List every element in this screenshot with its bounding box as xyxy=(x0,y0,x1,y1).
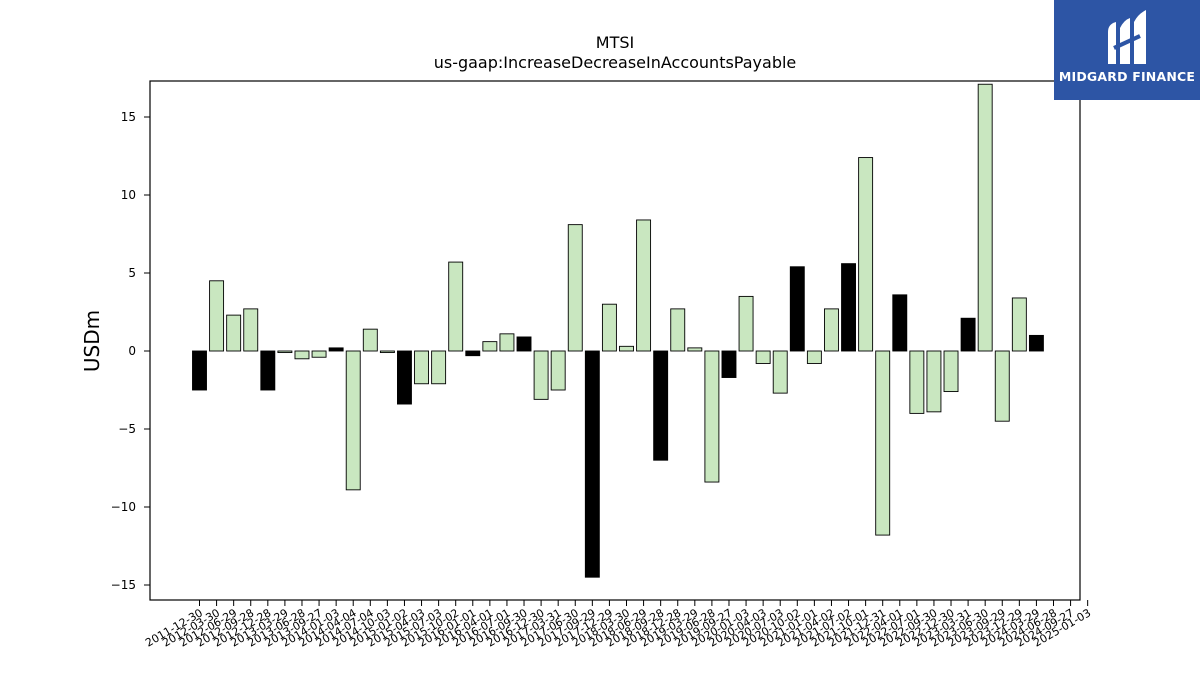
bar xyxy=(431,350,447,385)
bar xyxy=(960,317,976,352)
bar xyxy=(926,350,942,413)
y-tick-label: 0 xyxy=(128,344,136,358)
bar xyxy=(1028,334,1044,352)
bar xyxy=(994,350,1010,422)
chart-subtitle: us-gaap:IncreaseDecreaseInAccountsPayabl… xyxy=(434,53,797,72)
bar xyxy=(1011,297,1027,352)
bar xyxy=(601,303,617,352)
bar xyxy=(653,350,669,461)
midgard-logo-icon xyxy=(1108,10,1146,64)
bar xyxy=(311,350,327,358)
bar xyxy=(841,263,856,352)
y-tick-label: −15 xyxy=(111,578,136,592)
bar xyxy=(550,350,566,391)
bar xyxy=(738,295,754,352)
bar xyxy=(209,280,225,352)
y-axis-ticks: −15 −10 −5 0 5 10 15 xyxy=(111,110,150,592)
bar xyxy=(875,350,891,536)
bar xyxy=(892,294,908,352)
bar xyxy=(772,350,788,394)
bar xyxy=(362,328,378,352)
bar xyxy=(226,314,242,352)
bar xyxy=(943,350,959,393)
bar xyxy=(977,83,993,352)
bar xyxy=(789,266,805,352)
bar xyxy=(243,308,259,352)
y-axis-label: USDm xyxy=(80,310,104,372)
bar xyxy=(636,219,652,352)
bar xyxy=(277,350,293,354)
plot-frame xyxy=(149,80,1081,601)
bar xyxy=(516,336,532,352)
bar xyxy=(619,345,634,352)
bar xyxy=(328,347,344,352)
bar xyxy=(448,261,464,352)
bar xyxy=(567,224,583,352)
y-tick-label: −5 xyxy=(118,422,136,436)
bar xyxy=(721,350,737,378)
bar xyxy=(670,308,686,352)
bar xyxy=(397,350,412,405)
brand-name: MIDGARD FINANCE xyxy=(1058,69,1196,84)
x-axis-ticks: 2011-12-302012-03-302012-06-292012-09-28… xyxy=(143,600,1093,650)
bar xyxy=(806,350,822,364)
bar xyxy=(499,333,515,352)
bar xyxy=(465,350,481,357)
bar xyxy=(909,350,925,414)
y-tick-label: 5 xyxy=(128,266,136,280)
bar xyxy=(294,350,310,360)
bar xyxy=(379,350,395,354)
chart-title: MTSI xyxy=(596,33,634,52)
y-tick-label: 15 xyxy=(121,110,136,124)
bar xyxy=(755,350,771,364)
bar xyxy=(687,347,703,352)
bar xyxy=(704,350,720,483)
bar xyxy=(824,308,839,352)
bar xyxy=(260,350,276,391)
y-tick-label: −10 xyxy=(111,500,136,514)
bar xyxy=(414,350,429,385)
brand-logo: MIDGARD FINANCE xyxy=(1054,0,1200,100)
bar xyxy=(192,350,207,391)
bar-series xyxy=(192,83,1044,578)
bar xyxy=(858,157,874,352)
bar xyxy=(345,350,361,491)
bar xyxy=(482,341,498,352)
bar xyxy=(533,350,549,400)
y-tick-label: 10 xyxy=(121,188,136,202)
bar xyxy=(584,350,600,578)
